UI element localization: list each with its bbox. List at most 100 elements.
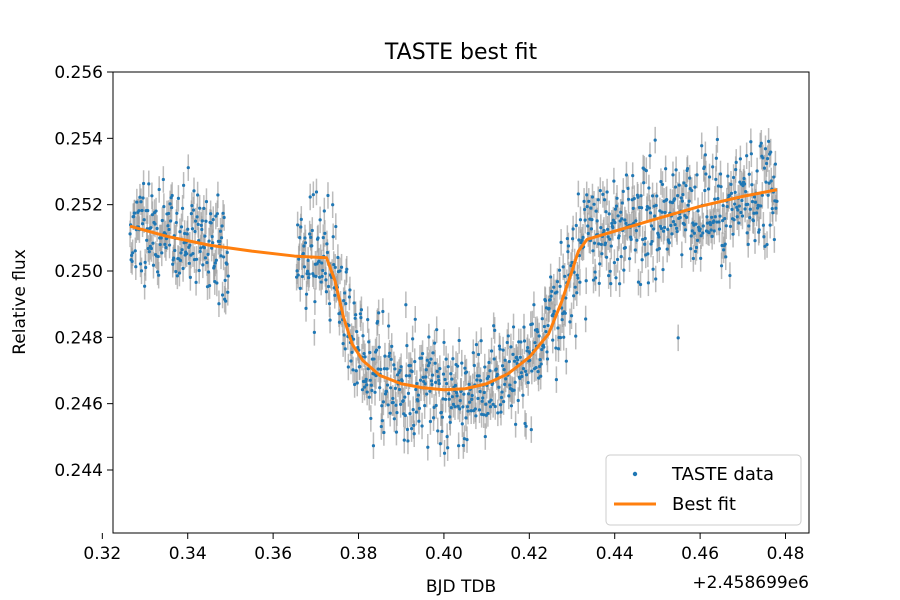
data-point xyxy=(355,329,359,334)
data-point xyxy=(526,346,530,350)
data-point xyxy=(762,166,767,170)
data-point xyxy=(583,207,587,212)
data-point xyxy=(654,277,658,281)
data-point xyxy=(730,207,734,211)
data-point xyxy=(410,369,414,374)
data-point xyxy=(618,282,622,286)
data-point xyxy=(641,237,645,242)
data-point xyxy=(412,423,416,427)
data-point xyxy=(647,206,652,210)
data-point xyxy=(518,355,522,359)
data-point xyxy=(308,195,312,199)
y-tick-label: 0.256 xyxy=(54,63,103,83)
data-point xyxy=(146,208,150,213)
data-point xyxy=(376,367,380,371)
data-point xyxy=(491,402,495,406)
data-point xyxy=(615,196,619,200)
data-point xyxy=(215,281,219,285)
data-point xyxy=(585,193,589,197)
data-point xyxy=(596,198,600,202)
data-point xyxy=(550,289,554,293)
data-point xyxy=(486,375,491,379)
chart-title: TASTE best fit xyxy=(384,40,538,65)
data-point xyxy=(431,351,435,355)
data-point xyxy=(721,219,725,223)
data-point xyxy=(682,181,686,185)
data-point xyxy=(719,264,724,268)
data-point xyxy=(348,288,352,292)
data-point xyxy=(139,200,143,204)
data-point xyxy=(722,248,726,252)
data-point xyxy=(708,222,713,227)
data-point xyxy=(226,290,230,294)
data-point xyxy=(204,219,208,223)
data-point xyxy=(635,238,639,242)
data-point xyxy=(457,338,461,343)
data-point xyxy=(384,389,389,393)
data-point xyxy=(157,187,161,192)
data-point xyxy=(162,204,166,209)
data-point xyxy=(141,181,146,186)
data-point xyxy=(591,249,595,253)
data-point xyxy=(542,324,546,329)
data-point xyxy=(226,274,230,278)
data-point xyxy=(545,357,550,361)
data-point xyxy=(745,231,749,235)
data-point xyxy=(507,359,511,364)
data-point xyxy=(365,383,369,387)
data-point xyxy=(458,407,462,411)
data-point xyxy=(213,261,217,265)
x-tick-label: 0.36 xyxy=(254,544,292,564)
data-point xyxy=(717,220,721,224)
data-point xyxy=(731,232,735,236)
x-tick-label: 0.46 xyxy=(681,544,719,564)
data-point xyxy=(296,223,300,227)
legend-data-marker xyxy=(632,471,638,477)
data-point xyxy=(414,410,418,414)
data-point xyxy=(687,199,691,203)
data-point xyxy=(419,356,424,360)
data-point xyxy=(449,406,453,410)
data-point xyxy=(191,208,196,212)
data-point xyxy=(462,437,466,441)
data-point xyxy=(760,193,764,197)
data-point xyxy=(383,392,388,396)
data-point xyxy=(218,229,223,233)
data-point xyxy=(370,388,374,393)
data-point xyxy=(707,231,711,235)
data-point xyxy=(537,334,541,338)
data-point xyxy=(406,439,410,443)
data-point xyxy=(198,249,202,254)
data-point xyxy=(417,406,422,410)
data-point xyxy=(501,348,505,352)
data-point xyxy=(441,397,445,401)
data-point xyxy=(723,217,727,221)
data-point xyxy=(482,390,486,395)
data-point xyxy=(775,199,779,203)
plot-frame xyxy=(112,71,810,534)
data-point xyxy=(343,347,347,351)
data-point xyxy=(413,360,417,364)
data-point xyxy=(147,182,151,186)
data-point xyxy=(456,364,460,368)
data-point xyxy=(698,227,702,231)
data-point xyxy=(515,355,519,359)
data-point xyxy=(533,341,537,345)
data-point xyxy=(133,211,137,215)
data-point xyxy=(423,404,427,408)
y-tick-label: 0.244 xyxy=(54,461,103,481)
data-point xyxy=(434,403,438,408)
data-point xyxy=(539,362,543,366)
data-point xyxy=(358,364,362,369)
data-point xyxy=(477,374,481,378)
data-point xyxy=(224,299,228,303)
data-point xyxy=(322,209,326,213)
data-point xyxy=(609,282,613,286)
data-point xyxy=(484,402,488,406)
data-point xyxy=(546,323,550,328)
data-point xyxy=(752,195,757,199)
data-point xyxy=(771,211,775,215)
data-point xyxy=(616,214,620,218)
data-point xyxy=(326,284,331,289)
data-point xyxy=(479,339,483,343)
